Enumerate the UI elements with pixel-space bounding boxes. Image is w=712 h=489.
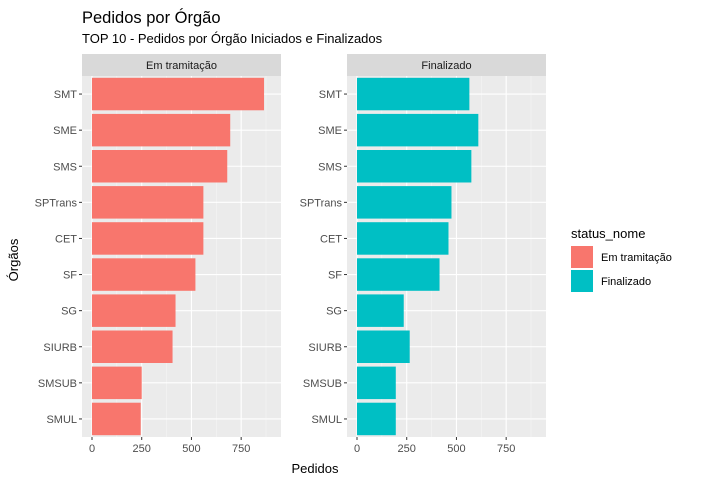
bar-sme: [357, 113, 479, 147]
bar-sms: [92, 150, 228, 183]
facet-strip: [347, 54, 546, 76]
bar-sptrans: [92, 186, 204, 219]
bar-sms: [357, 150, 472, 183]
y-tick-label: SMS: [318, 161, 342, 173]
bar-smul: [92, 402, 141, 436]
x-tick-label: 750: [232, 443, 250, 455]
x-tick-label: 500: [447, 443, 465, 455]
x-tick-label: 250: [398, 443, 416, 455]
y-tick-label: SMS: [53, 161, 77, 173]
bar-sptrans: [357, 186, 452, 219]
bar-smt: [357, 77, 470, 111]
x-tick-label: 0: [89, 443, 95, 455]
y-tick-label: SF: [328, 270, 342, 282]
y-tick-label: SMSUB: [303, 378, 342, 390]
y-tick-label: SG: [61, 306, 77, 318]
bar-cet: [357, 222, 449, 255]
y-tick-label: SF: [63, 270, 77, 282]
y-tick-label: SMT: [54, 89, 78, 101]
y-tick-label: SIURB: [43, 342, 77, 354]
bar-sme: [92, 113, 231, 147]
legend-key-1: [571, 270, 593, 292]
x-axis-title: Pedidos: [292, 461, 339, 476]
chart-title: Pedidos por Órgão: [82, 8, 221, 27]
bar-sf: [92, 258, 196, 291]
legend-label-0: Em tramitação: [601, 252, 672, 264]
y-tick-label: SPTrans: [300, 197, 343, 209]
bar-smt: [92, 77, 265, 111]
bar-siurb: [92, 330, 173, 363]
y-tick-label: SPTrans: [35, 197, 78, 209]
y-tick-label: SMSUB: [38, 378, 77, 390]
facet-strip-label: Finalizado: [421, 60, 471, 72]
facet-panel-1: Finalizado SMT SME SMS SPTrans CET SF SG SIURB SM…: [300, 54, 546, 455]
facet-panel-0: Em tramitação SMT SME SMS SPTrans CET SF SG SIUR…: [35, 54, 281, 455]
x-tick-label: 0: [354, 443, 360, 455]
bar-smul: [357, 402, 396, 436]
bar-cet: [92, 222, 204, 255]
legend-title: status_nome: [571, 226, 645, 241]
y-tick-label: SMT: [319, 89, 343, 101]
y-tick-label: SIURB: [308, 342, 342, 354]
facet-strip-label: Em tramitação: [146, 60, 217, 72]
y-tick-label: SME: [53, 125, 77, 137]
legend-label-1: Finalizado: [601, 276, 651, 288]
bar-sg: [357, 294, 404, 327]
bar-sf: [357, 258, 440, 291]
y-tick-label: CET: [55, 233, 77, 245]
bar-siurb: [357, 330, 410, 363]
y-tick-label: SME: [318, 125, 342, 137]
x-tick-label: 500: [182, 443, 200, 455]
facet-panels: Em tramitação SMT SME SMS SPTrans CET SF SG SIUR…: [35, 54, 546, 455]
y-tick-label: SG: [326, 306, 342, 318]
legend-key-0: [571, 246, 593, 268]
bar-smsub: [92, 366, 142, 400]
y-tick-label: SMUL: [311, 414, 342, 426]
bar-smsub: [357, 366, 396, 400]
x-tick-label: 250: [133, 443, 151, 455]
chart-subtitle: TOP 10 - Pedidos por Órgão Iniciados e F…: [82, 31, 383, 46]
legend: status_nome Em tramitação Finalizado: [571, 226, 672, 292]
y-tick-label: CET: [320, 233, 342, 245]
y-tick-label: SMUL: [46, 414, 77, 426]
x-tick-label: 750: [497, 443, 515, 455]
facet-strip: [82, 54, 281, 76]
y-axis-title: Órgãos: [6, 238, 21, 281]
bar-sg: [92, 294, 176, 327]
